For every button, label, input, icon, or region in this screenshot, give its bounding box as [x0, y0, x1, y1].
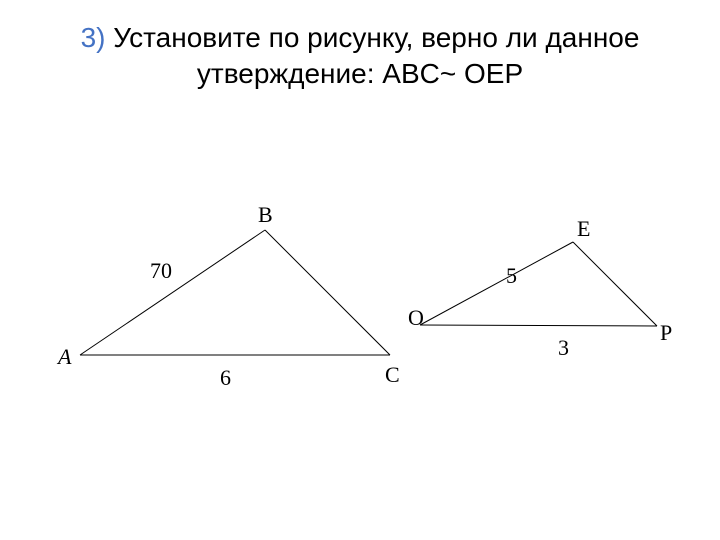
edge-OP [420, 325, 657, 326]
triangles-svg [0, 180, 720, 500]
edge-EP [573, 242, 657, 326]
edge-BC [265, 230, 390, 355]
edge-OE-label: 5 [506, 263, 517, 289]
title-number: 3) [81, 22, 114, 53]
vertex-B-label: B [258, 202, 273, 228]
vertex-A-label: A [58, 344, 71, 370]
problem-title: 3) Установите по рисунку, верно ли данно… [0, 0, 720, 93]
edge-OP-label: 3 [558, 335, 569, 361]
vertex-P-label: P [660, 320, 672, 346]
geometry-diagram: A B C 70 6 O E P 5 3 [0, 180, 720, 500]
edge-AB-label: 70 [150, 258, 172, 284]
edge-AC-label: 6 [220, 365, 231, 391]
edge-OE [420, 242, 573, 325]
vertex-C-label: C [385, 362, 400, 388]
vertex-O-label: O [408, 305, 424, 331]
title-text: Установите по рисунку, верно ли данное у… [113, 22, 639, 89]
vertex-E-label: E [577, 216, 590, 242]
edge-AB [80, 230, 265, 355]
